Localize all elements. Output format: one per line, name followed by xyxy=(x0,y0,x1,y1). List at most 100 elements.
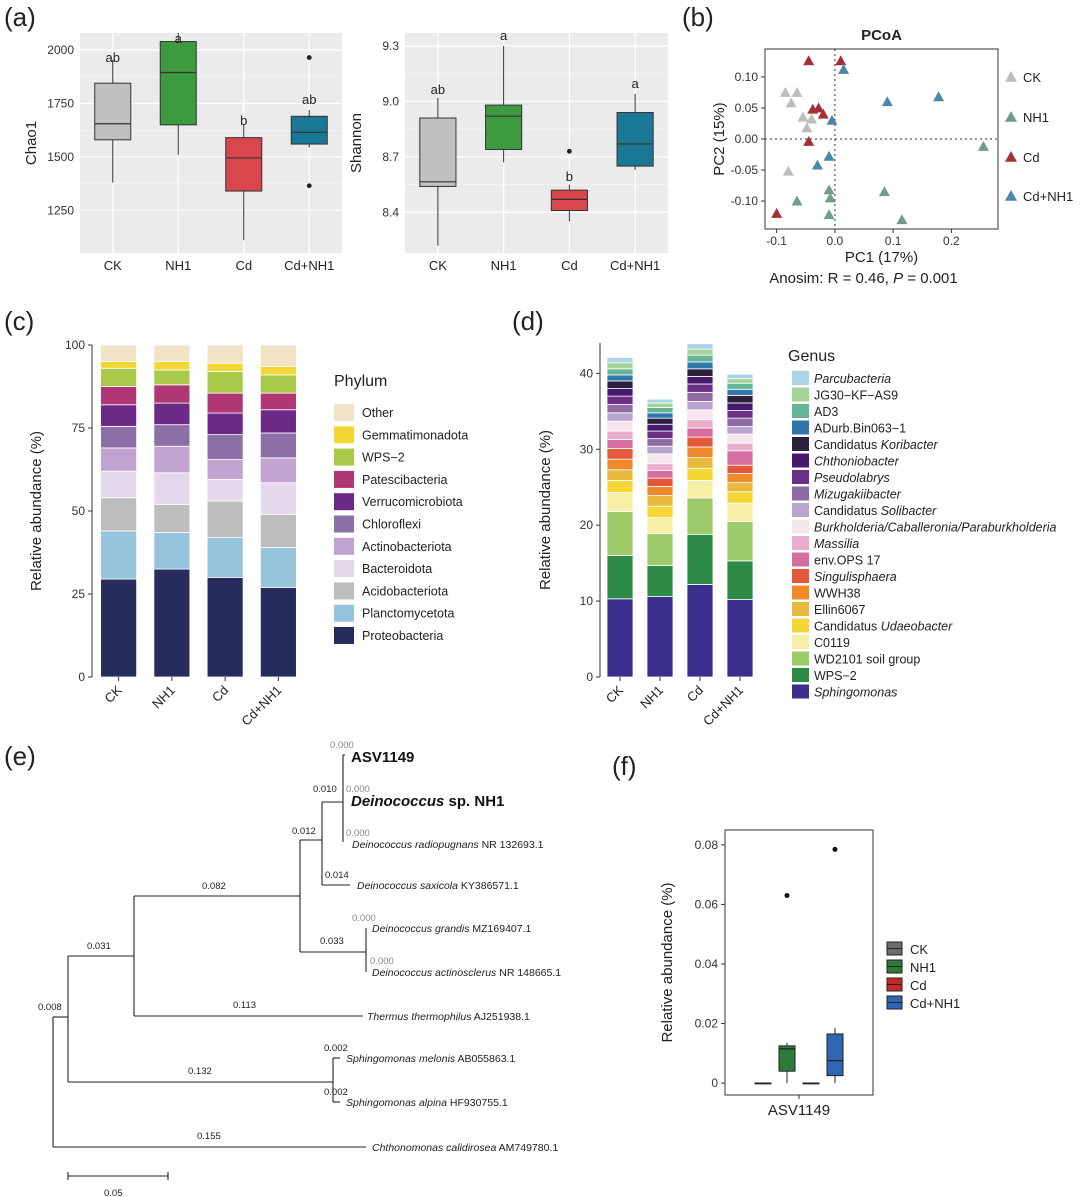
legend-key xyxy=(334,493,354,511)
bar-segment-Proteobacteria xyxy=(100,578,138,678)
bar-segment-Patescibacteria xyxy=(206,392,244,414)
point-NH1 xyxy=(977,140,989,151)
tree-taxon-thermus: Thermus thermophilus AJ251938.1 xyxy=(367,1011,530,1023)
bar-segment-JG30-KF-AS9 xyxy=(726,378,754,384)
legend-label: Ellin6067 xyxy=(814,603,865,617)
bar-segment-Gemmatimonadota xyxy=(153,361,191,371)
box-NH1 xyxy=(159,41,197,126)
bar-segment-AD3 xyxy=(686,354,714,363)
y-tick-label: 9.3 xyxy=(382,39,399,53)
legend-key xyxy=(792,503,809,517)
y-tick-label: 8.7 xyxy=(382,150,399,164)
legend-label: Candidatus Solibacter xyxy=(814,504,937,518)
legend-label: WPS−2 xyxy=(814,669,857,683)
plot-frame xyxy=(724,829,874,1096)
legend-label: env.OPS 17 xyxy=(814,554,881,568)
legend-label: C0119 xyxy=(814,636,850,650)
legend-key xyxy=(792,453,809,468)
bar-segment-C0119 xyxy=(726,502,754,522)
significance-letter: b xyxy=(566,169,573,184)
legend-key xyxy=(792,668,809,682)
box-CK xyxy=(419,117,457,187)
bar-segment-Acidobacteriota xyxy=(100,497,138,532)
panel-label-c: (c) xyxy=(4,306,34,336)
legend-key xyxy=(792,387,809,402)
legend-label: NH1 xyxy=(1023,110,1049,125)
bar-segment-Parcubacteria xyxy=(646,398,674,404)
legend-key xyxy=(334,470,354,488)
box-Cd+NH1 xyxy=(290,115,328,145)
y-tick-label: 100 xyxy=(65,338,85,352)
bar-segment-Candidatus-Udaeobacter xyxy=(606,479,634,493)
legend-key-NH1 xyxy=(1005,111,1017,122)
x-tick-label: ASV1149 xyxy=(768,1102,830,1119)
legend-key xyxy=(792,404,809,418)
panel-label-a: (a) xyxy=(4,2,36,32)
bar-segment-env-OPS-17 xyxy=(686,427,714,438)
bar-segment-env-OPS-17 xyxy=(726,450,754,466)
y-tick-label: 75 xyxy=(72,421,86,435)
bar-segment-Candidatus-Udaeobacter xyxy=(686,467,714,481)
significance-letter: a xyxy=(500,28,508,43)
tree-taxon-nh1: Deinococcus sp. NH1 xyxy=(351,793,504,810)
bar-segment-Planctomycetota xyxy=(100,530,138,580)
legend-key xyxy=(792,585,809,600)
tree-taxon-chthonomonas: Chthonomonas calidirosea AM749780.1 xyxy=(372,1142,558,1154)
bar-segment-C0119 xyxy=(686,479,714,499)
bar-segment-Ellin6067 xyxy=(686,457,714,469)
y-tick-label: 20 xyxy=(580,518,594,532)
x-tick-label: Cd+NH1 xyxy=(238,683,284,729)
point-NH1 xyxy=(824,192,836,203)
bar-segment-JG30-KF-AS9 xyxy=(646,402,674,408)
x-tick-label: NH1 xyxy=(149,683,178,712)
legend-key xyxy=(334,404,354,421)
legend-key xyxy=(334,582,354,600)
bar-segment-Chthoniobacter xyxy=(686,375,714,385)
legend-key xyxy=(792,569,809,583)
x-tick-label: CK xyxy=(429,258,447,273)
point-Cd+NH1 xyxy=(823,150,835,161)
box-NH1 xyxy=(778,1045,796,1072)
y-axis-title: Shannon xyxy=(348,113,365,173)
x-axis-title: PC1 (17%) xyxy=(845,249,918,266)
point-CK xyxy=(797,111,809,122)
box-Cd+NH1 xyxy=(616,111,654,167)
bar-segment-Parcubacteria xyxy=(686,343,714,350)
box-Cd xyxy=(225,137,263,192)
branch-length: 0.000 xyxy=(330,740,354,751)
bar-segment-Chloroflexi xyxy=(153,424,191,447)
legend-label: WD2101 soil group xyxy=(814,653,920,667)
y-tick-label: 8.4 xyxy=(382,205,399,219)
tree-taxon-grandis: Deinococcus grandis MZ169407.1 xyxy=(372,923,532,935)
bar-segment-ADurb-Bin063-1 xyxy=(726,388,754,396)
bar-segment-WPS-2 xyxy=(646,565,674,597)
bar-segment-Acidobacteriota xyxy=(153,503,191,533)
bar-segment-Sphingomonas xyxy=(726,599,754,678)
shannon-boxplot: 8.4 8.7 9.0 9.3 CK ab NH1 a Cd b Cd+NH1 a Shannon xyxy=(348,28,668,273)
point-Cd+NH1 xyxy=(881,96,893,107)
legend-key xyxy=(792,470,809,484)
significance-letter: ab xyxy=(106,50,120,65)
x-tick-label: Cd xyxy=(684,683,706,705)
legend-key xyxy=(334,537,354,555)
bar-segment-ADurb-Bin063-1 xyxy=(646,412,674,419)
branch-length: 0.002 xyxy=(324,1043,348,1054)
legend-key xyxy=(792,437,809,451)
bar-segment-Actinobacteriota xyxy=(100,447,138,472)
bar-segment-Singulisphaera xyxy=(646,477,674,487)
legend-label: NH1 xyxy=(910,960,936,975)
bar-segment-Burkholderia-Caballeronia-Paraburkholderia xyxy=(646,453,674,465)
bar-segment-Verrucomicrobiota xyxy=(100,404,138,427)
bar-segment-WPS-2 xyxy=(100,367,138,387)
point-Cd+NH1 xyxy=(811,159,823,170)
outlier-point xyxy=(784,893,790,899)
bar-segment-Candidatus-Koribacter xyxy=(686,368,714,377)
bar-segment-Chthoniobacter xyxy=(726,402,754,411)
bar-segment-Pseudolabrys xyxy=(686,383,714,393)
legend-key xyxy=(792,651,809,666)
legend-label: Candidatus Koribacter xyxy=(814,438,939,452)
x-tick-label: NH1 xyxy=(637,683,666,712)
bar-segment-WWH38 xyxy=(726,473,754,484)
bar-segment-WWH38 xyxy=(606,458,634,471)
